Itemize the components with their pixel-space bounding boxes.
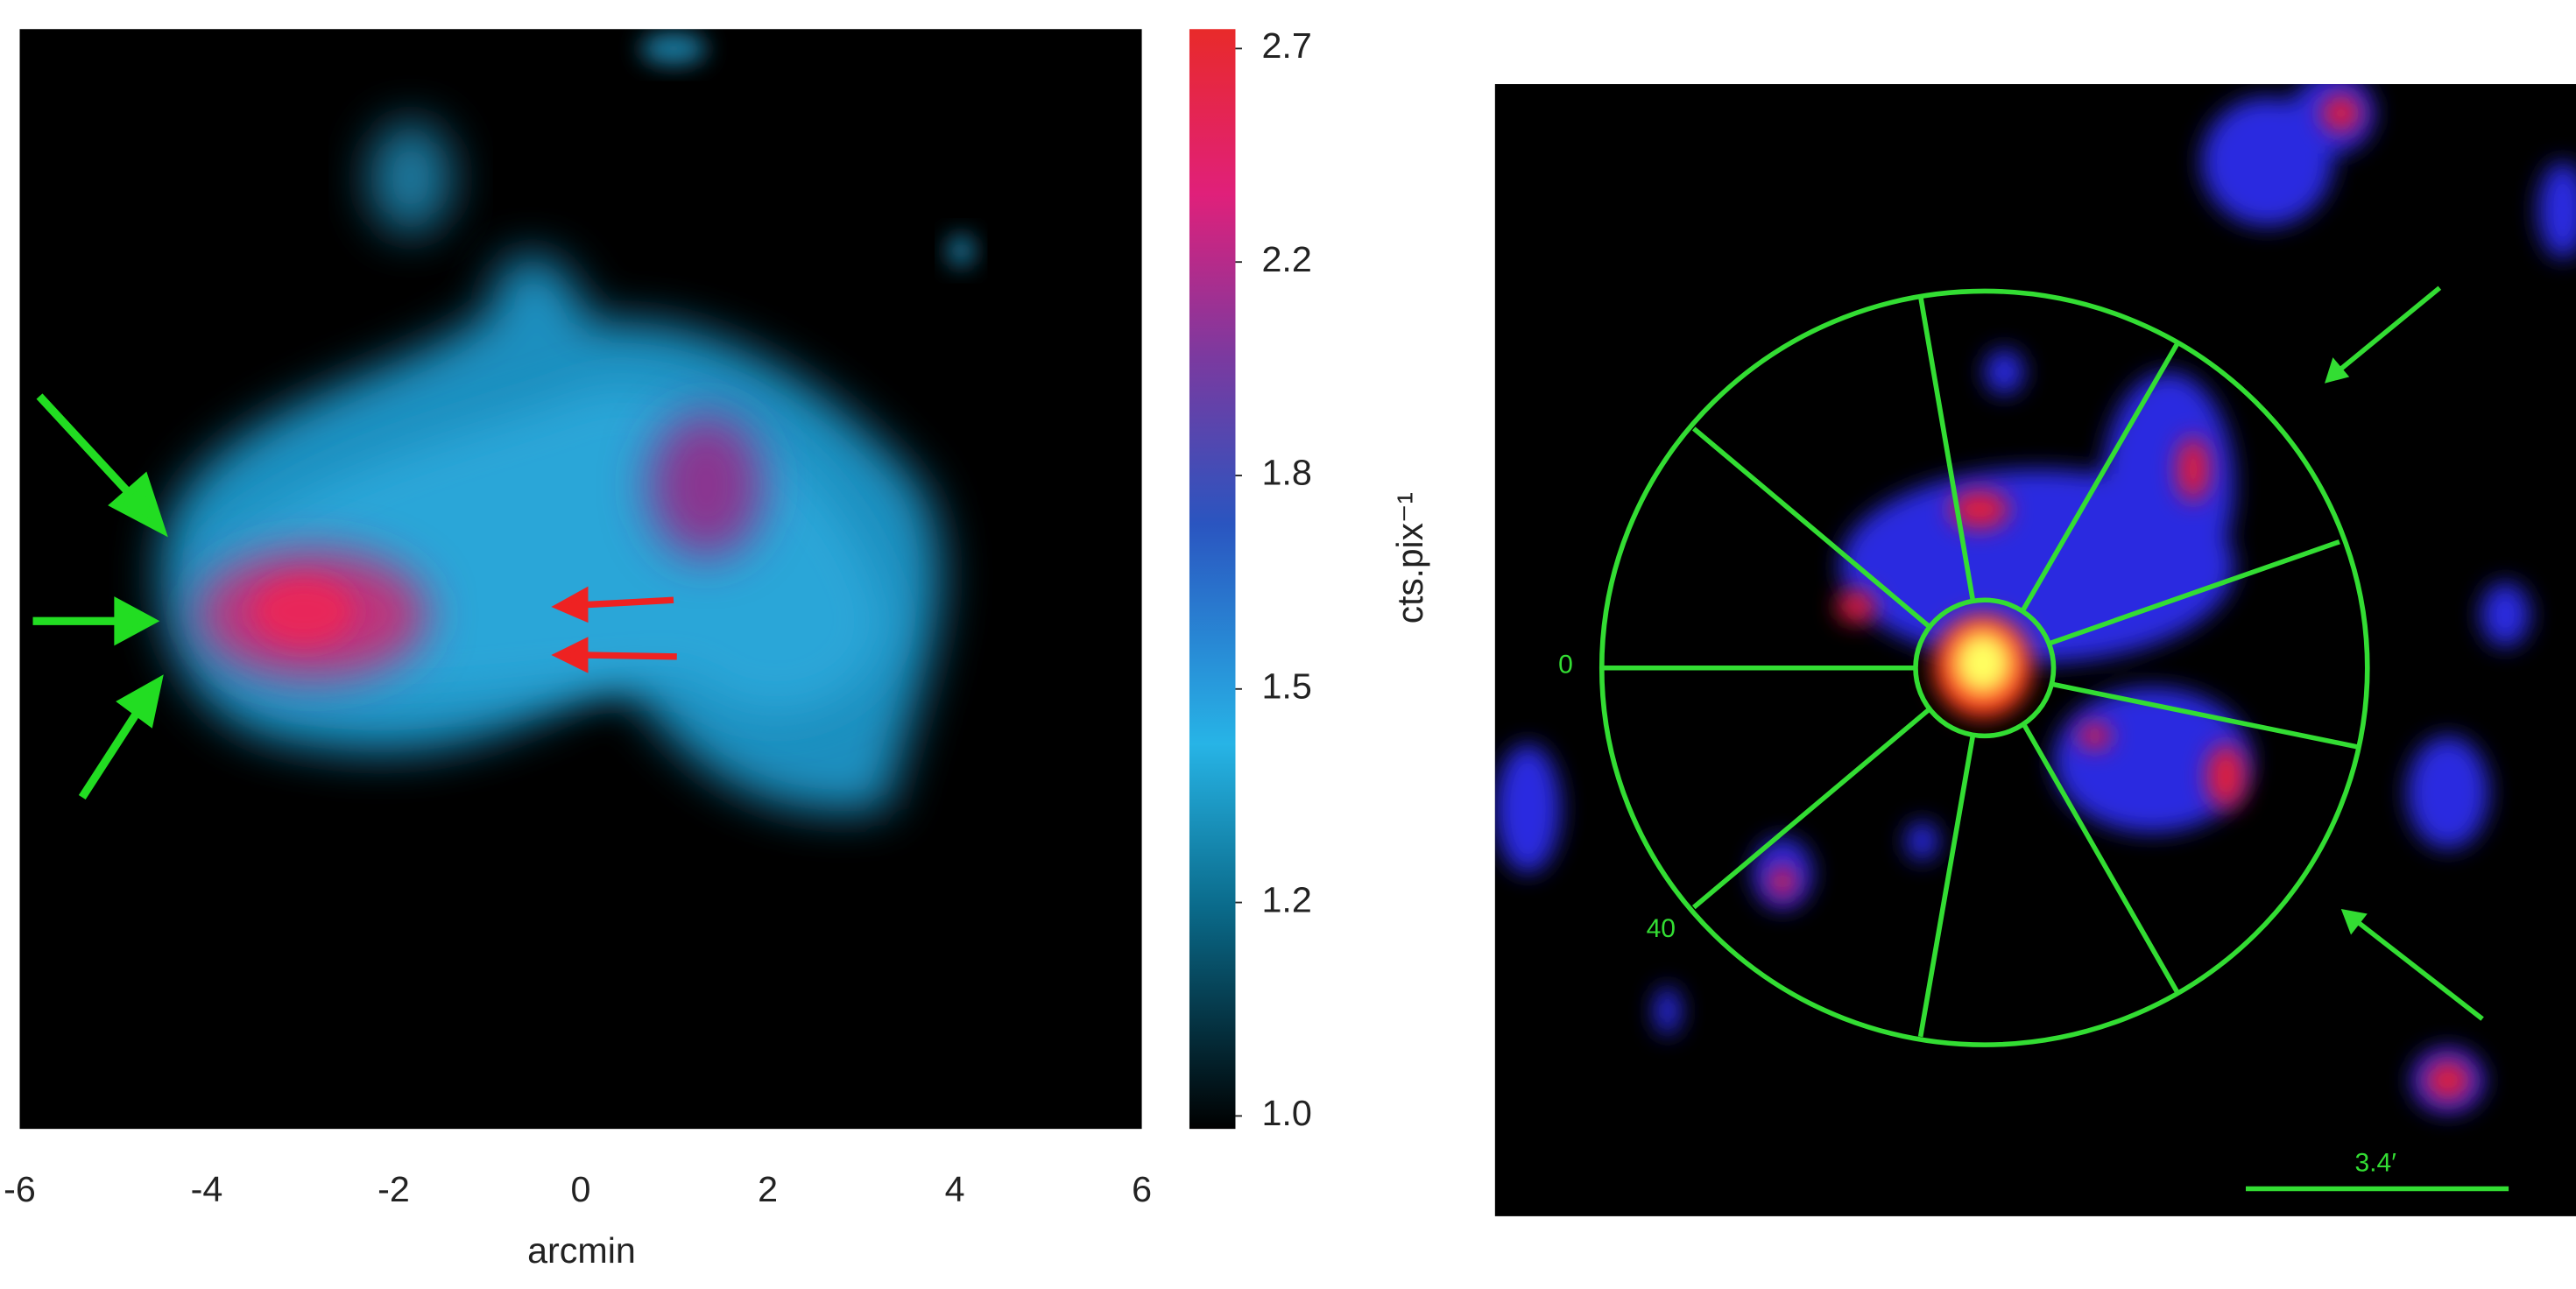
annotation: 40: [1647, 914, 1676, 943]
colorbar-tick-label: 1.5: [1261, 666, 1311, 707]
x-axis-label: arcmin: [527, 1230, 636, 1271]
x-tick-label: 0: [571, 1169, 591, 1209]
figure: cts.pix⁻¹ arcmin -6 -4 -2 0 2 4 6 1.0 1.2 1.5 1.8…: [0, 0, 2576, 1289]
page: cts.pix⁻¹ arcmin -6 -4 -2 0 2 4 6 1.0 1.2 1.5 1.8…: [0, 0, 2576, 1289]
x-tick-label: 4: [945, 1169, 965, 1209]
colorbar-tick-label: 1.0: [1261, 1093, 1311, 1133]
colorbar-ticks: 1.0 1.2 1.5 1.8 2.2 2.7: [1235, 25, 1311, 1133]
x-tick-label: 6: [1132, 1169, 1152, 1209]
colorbar-tick-label: 2.7: [1261, 25, 1311, 66]
colorbar-tick-label: 1.8: [1261, 453, 1311, 493]
colorbar-tick-label: 2.2: [1261, 239, 1311, 279]
x-tick-label: 2: [758, 1169, 778, 1209]
annotation: 0: [1558, 651, 1573, 680]
colorbar-tick-label: 1.2: [1261, 880, 1311, 920]
x-ticks: -6 -4 -2 0 2 4 6: [4, 1129, 1152, 1209]
colorbar-label: cts.pix⁻¹: [1390, 492, 1430, 623]
x-tick-label: -2: [378, 1169, 410, 1209]
scale-label: 3.4′: [2355, 1149, 2397, 1178]
colorbar: [1189, 29, 1236, 1129]
x-tick-label: -4: [191, 1169, 223, 1209]
x-tick-label: -6: [4, 1169, 36, 1209]
